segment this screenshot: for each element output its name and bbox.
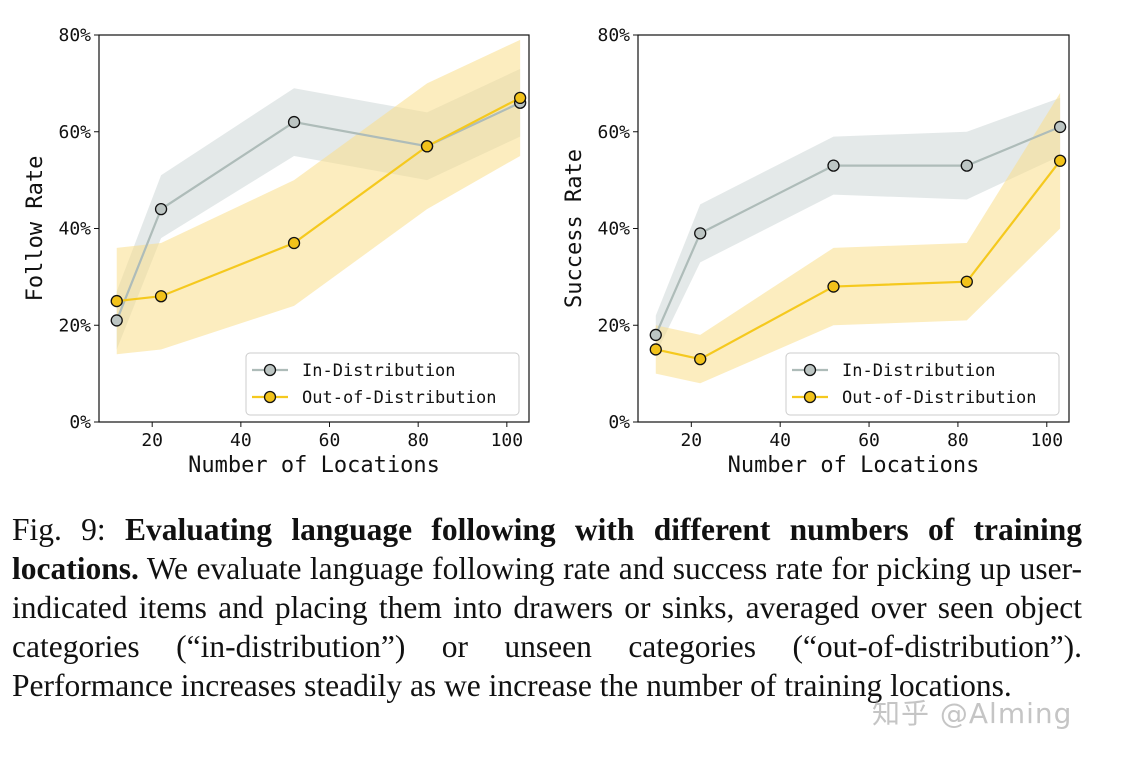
x-tick-label: 60 bbox=[858, 430, 880, 451]
y-tick-label: 80% bbox=[597, 25, 630, 46]
x-tick-label: 40 bbox=[230, 430, 252, 451]
data-point bbox=[649, 328, 662, 342]
figure-caption: Fig. 9: Evaluating language following wi… bbox=[12, 510, 1082, 705]
data-point bbox=[513, 91, 527, 105]
chart-2: 0% 20% 40% 60% 80% 20 40 60 80 100 Number of Locat… bbox=[562, 25, 1070, 478]
legend-label: Out-of-Distribution bbox=[302, 388, 496, 408]
data-point bbox=[287, 115, 301, 129]
data-point bbox=[960, 159, 973, 172]
x-axis-title: Number of Locations bbox=[728, 453, 980, 478]
x-tick-label: 100 bbox=[1031, 430, 1064, 451]
legend: In-Distribution Out-of-Distribution bbox=[245, 352, 520, 416]
y-tick-label: 0% bbox=[608, 412, 630, 433]
legend-swatch-marker bbox=[803, 363, 817, 377]
confidence-band bbox=[655, 97, 1061, 355]
legend-label: In-Distribution bbox=[842, 361, 996, 381]
legend-swatch-marker bbox=[803, 390, 817, 404]
legend-swatch-marker bbox=[263, 390, 277, 404]
x-tick-label: 60 bbox=[319, 430, 341, 451]
x-tick-label: 100 bbox=[491, 430, 524, 451]
data-point bbox=[827, 280, 840, 293]
x-tick-label: 80 bbox=[947, 430, 969, 451]
data-point bbox=[154, 202, 168, 216]
legend-label: Out-of-Distribution bbox=[842, 388, 1036, 408]
caption-fig-label: Fig. 9: bbox=[12, 512, 125, 547]
confidence-band bbox=[116, 39, 521, 355]
data-point bbox=[154, 290, 168, 303]
data-point bbox=[694, 227, 707, 240]
legend-swatch-marker bbox=[263, 363, 277, 377]
legend-label: In-Distribution bbox=[302, 361, 456, 381]
chart-1: 0% 20% 40% 60% 80% 20 40 60 80 100 Number of Locat… bbox=[23, 25, 530, 478]
confidence-band bbox=[655, 93, 1061, 384]
x-axis-title: Number of Locations bbox=[188, 453, 440, 478]
y-tick-label: 40% bbox=[58, 219, 91, 240]
y-tick-label: 40% bbox=[597, 219, 630, 240]
data-point bbox=[827, 159, 840, 172]
y-tick-label: 0% bbox=[69, 412, 91, 433]
y-tick-label: 80% bbox=[58, 25, 91, 46]
y-tick-label: 60% bbox=[597, 122, 630, 143]
data-point bbox=[960, 275, 973, 288]
figure-charts: 0% 20% 40% 60% 80% 20 40 60 80 100 Number of Locat… bbox=[23, 25, 1070, 478]
data-point bbox=[110, 294, 123, 308]
data-point bbox=[649, 343, 662, 356]
data-point bbox=[420, 140, 434, 153]
y-axis-title: Follow Rate bbox=[23, 156, 48, 302]
watermark-text: 知乎 @Alming bbox=[872, 697, 1073, 730]
caption-body: We evaluate language following rate and … bbox=[12, 551, 1082, 703]
y-tick-label: 60% bbox=[58, 122, 91, 143]
y-tick-label: 20% bbox=[58, 315, 91, 336]
data-point bbox=[287, 236, 301, 250]
legend: In-Distribution Out-of-Distribution bbox=[785, 352, 1060, 416]
x-tick-label: 80 bbox=[407, 430, 429, 451]
data-point bbox=[1053, 154, 1067, 167]
legend-box bbox=[245, 352, 520, 416]
x-tick-label: 40 bbox=[769, 430, 791, 451]
caption-bold-title: Evaluating language following with diffe… bbox=[12, 512, 1082, 586]
y-tick-label: 20% bbox=[597, 315, 630, 336]
legend-box bbox=[785, 352, 1060, 416]
data-point bbox=[1053, 120, 1067, 134]
data-point bbox=[694, 352, 707, 366]
x-tick-label: 20 bbox=[141, 430, 163, 451]
x-tick-label: 20 bbox=[680, 430, 702, 451]
data-point bbox=[110, 314, 123, 327]
y-axis-title: Success Rate bbox=[562, 149, 587, 308]
